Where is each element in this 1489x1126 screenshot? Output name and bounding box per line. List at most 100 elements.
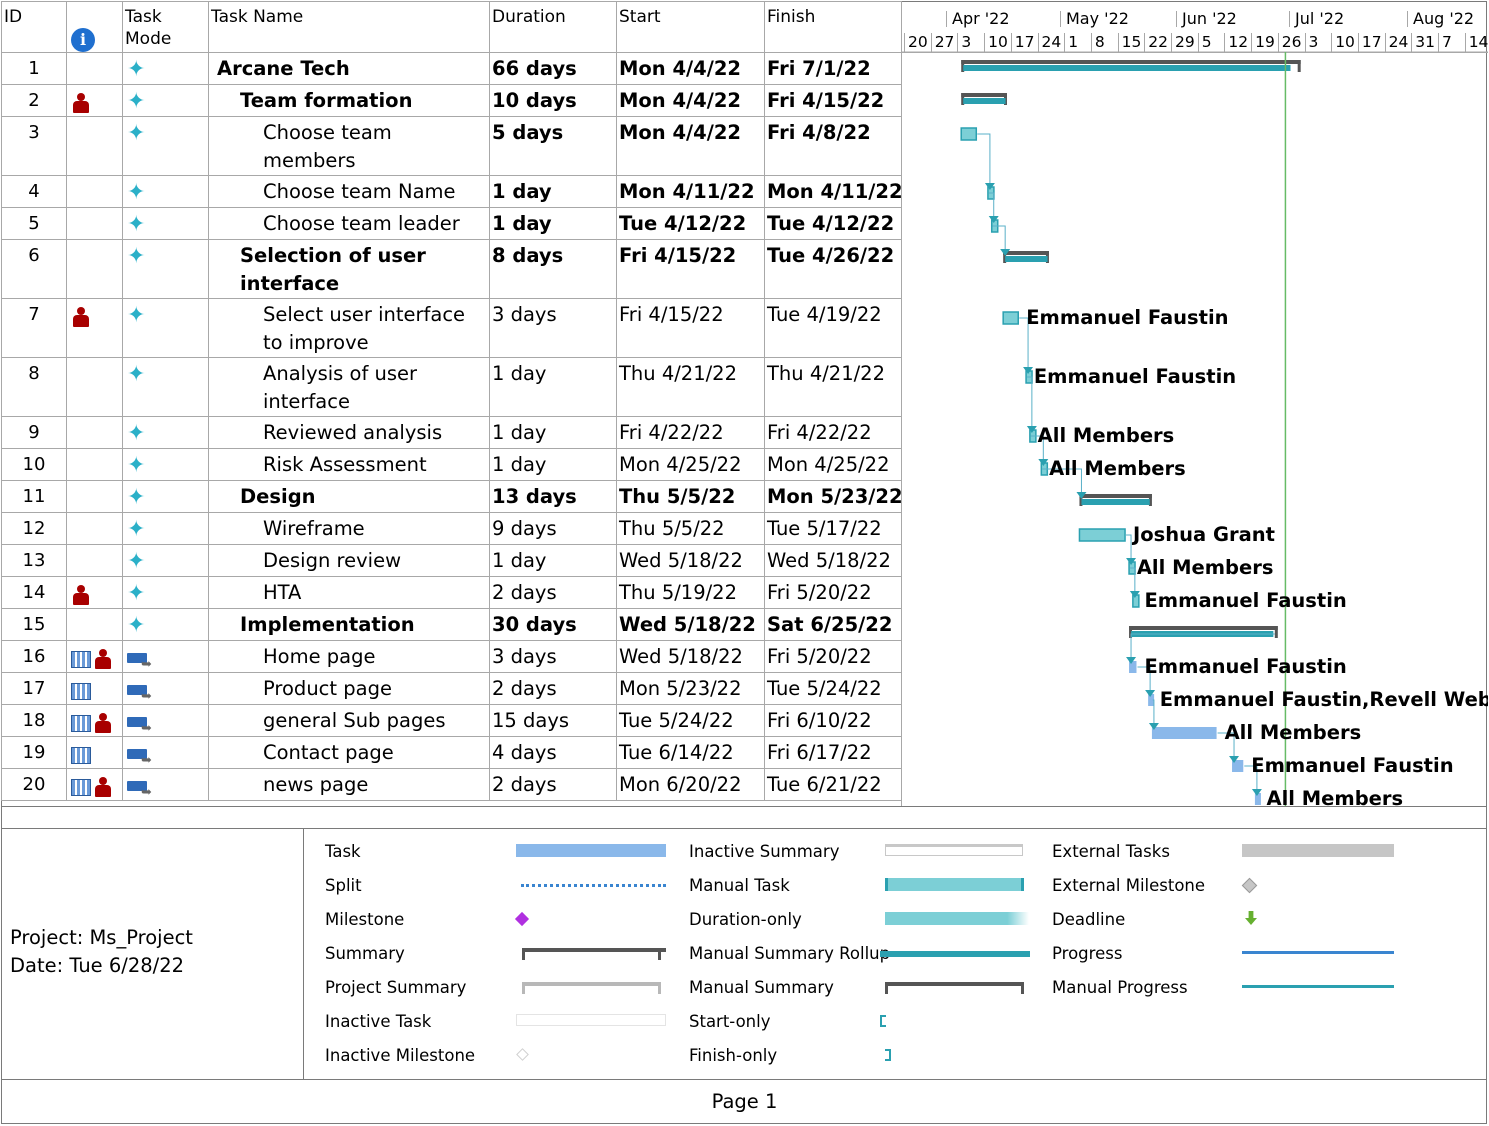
- task-duration[interactable]: 1 day: [489, 448, 617, 481]
- task-start[interactable]: Wed 5/18/22: [616, 544, 765, 577]
- task-finish[interactable]: Fri 4/22/22: [764, 416, 902, 449]
- task-finish[interactable]: Fri 7/1/22: [764, 52, 902, 85]
- task-name[interactable]: Choose team members: [208, 116, 490, 176]
- task-mode[interactable]: ✦: [122, 175, 209, 208]
- task-mode[interactable]: ✦: [122, 480, 209, 513]
- task-duration[interactable]: 13 days: [489, 480, 617, 513]
- task-id[interactable]: 4: [1, 175, 67, 208]
- task-duration[interactable]: 8 days: [489, 239, 617, 299]
- task-start[interactable]: Thu 5/5/22: [616, 512, 765, 545]
- col-header-start[interactable]: Start: [616, 1, 765, 53]
- task-name[interactable]: Arcane Tech: [208, 52, 490, 85]
- task-start[interactable]: Mon 4/25/22: [616, 448, 765, 481]
- task-id[interactable]: 8: [1, 357, 67, 417]
- task-mode[interactable]: ✦: [122, 84, 209, 117]
- task-duration[interactable]: 1 day: [489, 175, 617, 208]
- task-name[interactable]: Choose team leader: [208, 207, 490, 240]
- task-mode[interactable]: ✦: [122, 298, 209, 358]
- task-finish[interactable]: Fri 5/20/22: [764, 640, 902, 673]
- task-row[interactable]: 17 ➥ Product page 2 days Mon 5/23/22 Tue 5/24…: [1, 672, 902, 705]
- task-mode[interactable]: ✦: [122, 207, 209, 240]
- task-start[interactable]: Mon 6/20/22: [616, 768, 765, 801]
- task-duration[interactable]: 3 days: [489, 640, 617, 673]
- task-name[interactable]: Product page: [208, 672, 490, 705]
- task-row[interactable]: 12 ✦ Wireframe 9 days Thu 5/5/22 Tue 5/17/22: [1, 512, 902, 545]
- task-start[interactable]: Tue 6/14/22: [616, 736, 765, 769]
- task-mode[interactable]: ➥: [122, 768, 209, 801]
- task-finish[interactable]: Tue 5/24/22: [764, 672, 902, 705]
- task-name[interactable]: Design: [208, 480, 490, 513]
- task-start[interactable]: Thu 4/21/22: [616, 357, 765, 417]
- task-finish[interactable]: Fri 6/10/22: [764, 704, 902, 737]
- task-row[interactable]: 9 ✦ Reviewed analysis 1 day Fri 4/22/22 Fri 4…: [1, 416, 902, 449]
- task-name[interactable]: Home page: [208, 640, 490, 673]
- task-id[interactable]: 20: [1, 768, 67, 801]
- task-finish[interactable]: Tue 6/21/22: [764, 768, 902, 801]
- task-mode[interactable]: ✦: [122, 448, 209, 481]
- col-header-task-name[interactable]: Task Name: [208, 1, 490, 53]
- task-start[interactable]: Mon 4/4/22: [616, 84, 765, 117]
- task-duration[interactable]: 66 days: [489, 52, 617, 85]
- task-duration[interactable]: 15 days: [489, 704, 617, 737]
- task-id[interactable]: 7: [1, 298, 67, 358]
- task-finish[interactable]: Fri 4/8/22: [764, 116, 902, 176]
- task-row[interactable]: 14 ✦ HTA 2 days Thu 5/19/22 Fri 5/20/22: [1, 576, 902, 609]
- task-row[interactable]: 6 ✦ Selection of user interface 8 days Fri 4…: [1, 239, 902, 299]
- task-mode[interactable]: ✦: [122, 239, 209, 299]
- task-mode[interactable]: ✦: [122, 52, 209, 85]
- task-start[interactable]: Wed 5/18/22: [616, 640, 765, 673]
- task-name[interactable]: Wireframe: [208, 512, 490, 545]
- task-name[interactable]: Team formation: [208, 84, 490, 117]
- task-mode[interactable]: ➥: [122, 704, 209, 737]
- task-name[interactable]: Contact page: [208, 736, 490, 769]
- task-row[interactable]: 11 ✦ Design 13 days Thu 5/5/22 Mon 5/23/22: [1, 480, 902, 513]
- task-row[interactable]: 4 ✦ Choose team Name 1 day Mon 4/11/22 Mon 4/…: [1, 175, 902, 208]
- task-start[interactable]: Wed 5/18/22: [616, 608, 765, 641]
- task-finish[interactable]: Thu 4/21/22: [764, 357, 902, 417]
- task-id[interactable]: 14: [1, 576, 67, 609]
- task-mode[interactable]: ✦: [122, 512, 209, 545]
- task-duration[interactable]: 30 days: [489, 608, 617, 641]
- task-id[interactable]: 19: [1, 736, 67, 769]
- task-start[interactable]: Mon 4/4/22: [616, 52, 765, 85]
- task-finish[interactable]: Mon 4/11/22: [764, 175, 902, 208]
- task-row[interactable]: 16 ➥ Home page 3 days Wed 5/18/22 Fri 5/20/22: [1, 640, 902, 673]
- task-row[interactable]: 2 ✦ Team formation 10 days Mon 4/4/22 Fri 4/1…: [1, 84, 902, 117]
- task-id[interactable]: 3: [1, 116, 67, 176]
- task-duration[interactable]: 9 days: [489, 512, 617, 545]
- task-name[interactable]: Selection of user interface: [208, 239, 490, 299]
- col-header-task-mode[interactable]: Task Mode: [122, 1, 209, 53]
- task-duration[interactable]: 2 days: [489, 672, 617, 705]
- task-name[interactable]: general Sub pages: [208, 704, 490, 737]
- task-mode[interactable]: ➥: [122, 672, 209, 705]
- task-name[interactable]: Select user interface to improve: [208, 298, 490, 358]
- task-mode[interactable]: ➥: [122, 640, 209, 673]
- task-id[interactable]: 2: [1, 84, 67, 117]
- task-mode[interactable]: ✦: [122, 576, 209, 609]
- task-finish[interactable]: Fri 4/15/22: [764, 84, 902, 117]
- task-finish[interactable]: Sat 6/25/22: [764, 608, 902, 641]
- task-id[interactable]: 5: [1, 207, 67, 240]
- task-duration[interactable]: 3 days: [489, 298, 617, 358]
- task-start[interactable]: Tue 5/24/22: [616, 704, 765, 737]
- task-finish[interactable]: Fri 6/17/22: [764, 736, 902, 769]
- task-id[interactable]: 13: [1, 544, 67, 577]
- task-name[interactable]: HTA: [208, 576, 490, 609]
- task-start[interactable]: Thu 5/5/22: [616, 480, 765, 513]
- task-row[interactable]: 8 ✦ Analysis of user interface 1 day Thu 4/2…: [1, 357, 902, 417]
- task-row[interactable]: 7 ✦ Select user interface to improve 3 days…: [1, 298, 902, 358]
- task-start[interactable]: Mon 4/11/22: [616, 175, 765, 208]
- task-name[interactable]: news page: [208, 768, 490, 801]
- task-finish[interactable]: Mon 4/25/22: [764, 448, 902, 481]
- task-start[interactable]: Tue 4/12/22: [616, 207, 765, 240]
- task-id[interactable]: 15: [1, 608, 67, 641]
- task-duration[interactable]: 1 day: [489, 357, 617, 417]
- task-name[interactable]: Implementation: [208, 608, 490, 641]
- task-row[interactable]: 10 ✦ Risk Assessment 1 day Mon 4/25/22 Mon 4/…: [1, 448, 902, 481]
- task-finish[interactable]: Wed 5/18/22: [764, 544, 902, 577]
- task-row[interactable]: 5 ✦ Choose team leader 1 day Tue 4/12/22 Tue …: [1, 207, 902, 240]
- task-id[interactable]: 1: [1, 52, 67, 85]
- task-id[interactable]: 16: [1, 640, 67, 673]
- task-id[interactable]: 18: [1, 704, 67, 737]
- task-id[interactable]: 12: [1, 512, 67, 545]
